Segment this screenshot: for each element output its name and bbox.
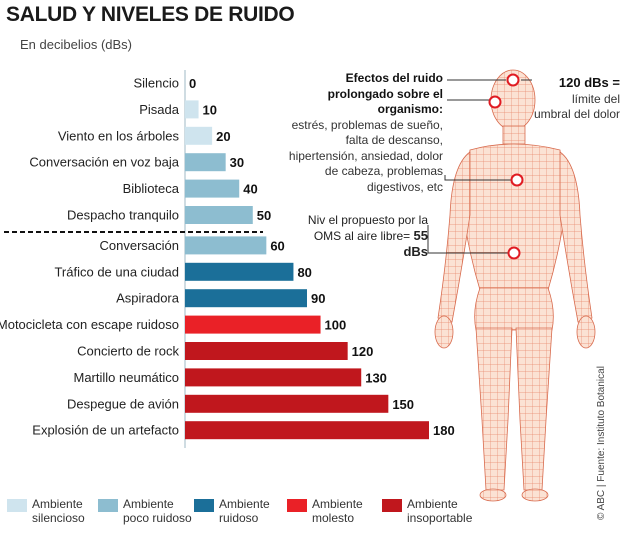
value-label: 20 [216, 129, 230, 144]
bar [185, 179, 240, 198]
callout-line-chest [444, 175, 517, 181]
category-label: Martillo neumático [74, 370, 180, 385]
value-label: 90 [311, 291, 325, 306]
category-label: Tráfico de una ciudad [54, 264, 179, 279]
pain-threshold-annotation: 120 dBs = límite del umbral del dolor [532, 75, 620, 123]
bar [185, 100, 199, 119]
bar [185, 262, 294, 281]
chart-subtitle: En decibelios (dBs) [20, 37, 132, 52]
dot-chest [510, 173, 524, 187]
legend-swatch [98, 499, 118, 512]
legend-label: Ambiente ruidoso [219, 497, 270, 525]
human-body-figure [434, 69, 596, 502]
value-label: 10 [203, 102, 217, 117]
category-label: Concierto de rock [77, 344, 179, 359]
category-label: Biblioteca [123, 181, 180, 196]
effects-body: estrés, problemas de sueño, falta de des… [288, 117, 443, 194]
legend-label: Ambiente poco ruidoso [123, 497, 192, 525]
value-label: 150 [392, 397, 414, 412]
legend-swatch [287, 499, 307, 512]
value-label: 50 [257, 208, 271, 223]
legend-label: Ambiente molesto [312, 497, 363, 525]
legend-label: Ambiente silencioso [32, 497, 85, 525]
value-label: 0 [189, 76, 196, 91]
category-label: Aspiradora [116, 291, 180, 306]
bar [185, 315, 321, 334]
bar [185, 206, 253, 224]
source-credit: © ABC | Fuente: Instituto Botanical [596, 366, 607, 520]
category-label: Conversación [100, 238, 180, 253]
value-label: 100 [325, 318, 347, 333]
bar [185, 236, 267, 255]
bar [185, 368, 362, 387]
effects-annotation: Efectos del ruido prolongado sobre el or… [283, 71, 443, 195]
bar [185, 153, 226, 172]
value-label: 80 [297, 265, 311, 280]
category-label: Conversación en voz baja [29, 155, 179, 170]
dot-head [506, 73, 520, 87]
category-label: Silencio [133, 76, 179, 91]
oms-annotation: Niv el propuesto por la OMS al aire libr… [290, 212, 428, 260]
bar [185, 394, 389, 413]
callouts [427, 73, 532, 260]
bar [185, 342, 348, 360]
chart-title: SALUD Y NIVELES DE RUIDO [6, 3, 295, 26]
dot-stomach [507, 246, 521, 260]
category-label: Motocicleta con escape ruidoso [0, 317, 179, 332]
category-label: Pisada [139, 102, 180, 117]
category-label: Viento en los árboles [58, 128, 180, 143]
oms-value: 55 dBs [403, 228, 428, 259]
bar [185, 421, 429, 440]
value-label: 40 [243, 182, 257, 197]
oms-text: Niv el propuesto por la OMS al aire libr… [307, 213, 428, 243]
legend-swatch [7, 499, 27, 512]
legend-swatch [194, 499, 214, 512]
legend-swatch [382, 499, 402, 512]
pain-threshold-text: límite del umbral del dolor [533, 91, 620, 122]
bar [185, 289, 307, 308]
callout-line-stomach [427, 225, 512, 254]
dot-ear [488, 95, 502, 109]
pain-threshold-value: 120 dBs = [558, 75, 620, 90]
bar [185, 126, 213, 145]
value-label: 130 [365, 370, 387, 385]
value-label: 120 [352, 344, 374, 359]
value-label: 180 [433, 423, 455, 438]
effects-title: Efectos del ruido prolongado sobre el or… [327, 71, 443, 116]
value-label: 30 [230, 155, 244, 170]
category-label: Explosión de un artefacto [32, 423, 179, 438]
value-label: 60 [270, 238, 284, 253]
category-label: Despegue de avión [67, 396, 179, 411]
legend-label: Ambiente insoportable [407, 497, 473, 525]
category-label: Despacho tranquilo [67, 208, 179, 223]
